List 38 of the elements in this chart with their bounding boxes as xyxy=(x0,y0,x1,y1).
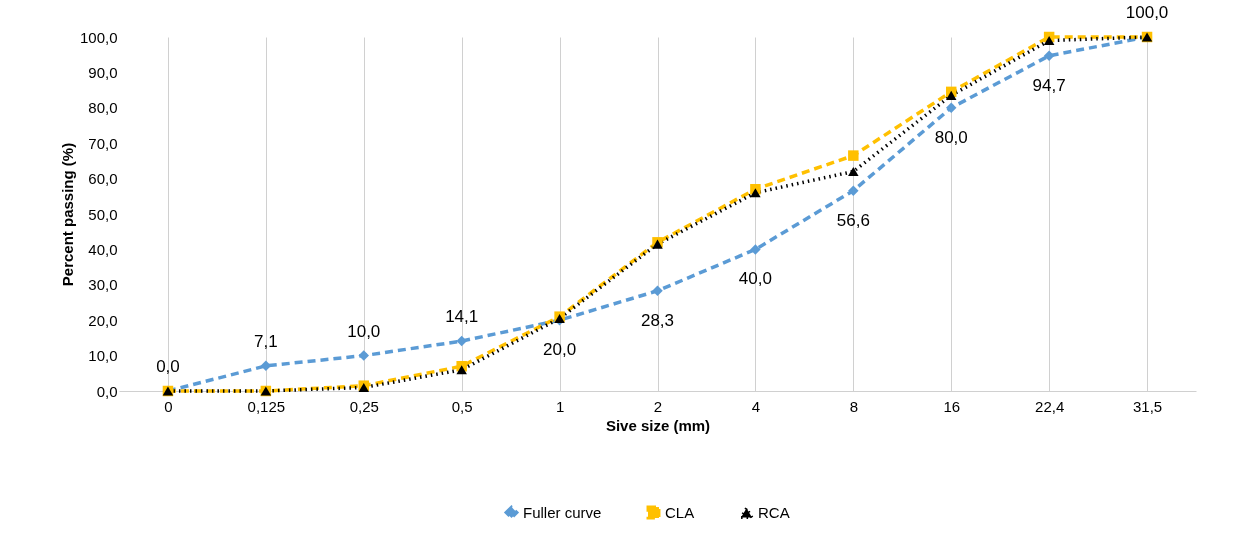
x-tick-label: 22,4 xyxy=(1035,397,1065,415)
y-tick-label: 10,0 xyxy=(88,347,118,365)
y-tick-label: 80,0 xyxy=(88,99,118,117)
x-tick-label: 8 xyxy=(849,397,858,415)
data-label: 100,0 xyxy=(1125,3,1169,22)
y-tick-label: 20,0 xyxy=(88,311,118,329)
y-tick-label: 90,0 xyxy=(88,63,118,81)
x-tick-label: 16 xyxy=(943,397,961,415)
data-label: 20,0 xyxy=(543,340,577,360)
x-tick-label: 2 xyxy=(653,397,663,415)
x-tick-label: 31,5 xyxy=(1132,397,1163,415)
x-tick-label: 4 xyxy=(751,397,761,415)
legend-label: Fuller curve xyxy=(523,503,602,521)
data-label: 40,0 xyxy=(738,269,772,289)
data-label: 28,3 xyxy=(640,310,675,330)
y-tick-label: 100,0 xyxy=(79,28,118,46)
y-tick-label: 40,0 xyxy=(88,240,118,258)
x-tick-label: 0 xyxy=(164,397,173,415)
data-label: 56,6 xyxy=(836,210,870,230)
x-tick-label: 0,25 xyxy=(349,397,379,415)
y-tick-label: 30,0 xyxy=(88,276,118,294)
data-label: 14,1 xyxy=(445,307,479,327)
y-axis-title: Percent passing (%) xyxy=(58,142,76,287)
y-tick-label: 0,0 xyxy=(96,382,118,400)
x-axis-title: Sive size (mm) xyxy=(605,416,711,434)
data-label: 7,1 xyxy=(254,331,278,351)
x-tick-label: 0,125 xyxy=(247,397,286,415)
legend-label: CLA xyxy=(665,503,695,521)
data-label: 80,0 xyxy=(934,127,968,147)
y-tick-label: 50,0 xyxy=(88,205,118,223)
data-label: 10,0 xyxy=(347,321,381,341)
x-tick-label: 1 xyxy=(555,397,565,415)
y-tick-label: 60,0 xyxy=(88,170,118,188)
legend-label: RCA xyxy=(758,503,790,521)
y-tick-label: 70,0 xyxy=(88,134,118,152)
x-tick-label: 0,5 xyxy=(451,397,473,415)
data-label: 94,7 xyxy=(1032,75,1066,95)
data-label: 0,0 xyxy=(156,357,180,376)
